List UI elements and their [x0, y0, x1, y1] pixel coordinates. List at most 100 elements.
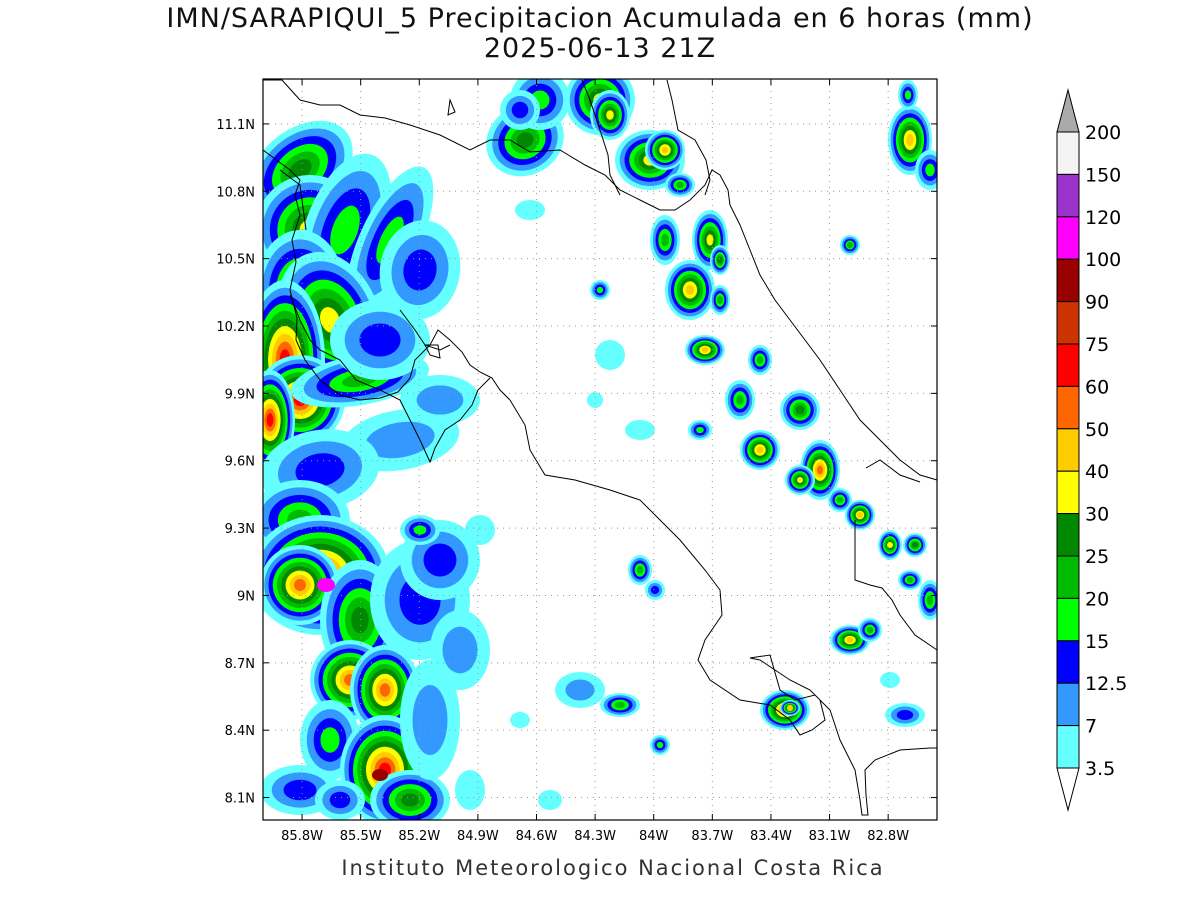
colorbar-legend: 200 150 120 100 90 75 60 50 40 30 25 20 15 12.5 7 3.5 [1056, 88, 1127, 812]
colorbar-label: 90 [1085, 292, 1109, 314]
precip-contour [836, 496, 844, 504]
precip-contour [847, 242, 853, 248]
precip-contour [511, 101, 529, 119]
colorbar-swatch [1056, 385, 1080, 430]
precip-contour [797, 477, 803, 483]
precip-contour [442, 626, 478, 674]
precip-contour [283, 779, 317, 801]
lat-tick-label: 11.1N [216, 118, 255, 133]
lat-tick-label: 10.2N [216, 320, 255, 335]
precip-contour [423, 543, 457, 577]
precip-contour [846, 637, 854, 643]
colorbar-label: 12.5 [1085, 673, 1127, 695]
precip-contour [372, 769, 388, 781]
precip-contour [565, 679, 595, 701]
colorbar-swatch [1056, 513, 1080, 557]
precip-contour [636, 566, 644, 574]
colorbar-swatch [1056, 640, 1080, 684]
colorbar-label: 120 [1085, 207, 1121, 229]
graticule-grid [263, 79, 937, 820]
precip-contour [906, 577, 914, 583]
precip-contour [756, 356, 764, 364]
colorbar-label: 60 [1085, 376, 1109, 398]
precip-contour [379, 683, 391, 697]
precip-contour [661, 146, 669, 154]
colorbar-swatch [1056, 725, 1080, 769]
colorbar-label: 3.5 [1085, 758, 1115, 780]
precip-contour [717, 256, 723, 264]
precip-contour [401, 793, 419, 807]
colorbar-swatch [1056, 301, 1080, 345]
colorbar-over-arrow [1056, 88, 1080, 133]
precip-contour [317, 578, 335, 592]
precip-contour [510, 712, 530, 728]
colorbar-swatch [1056, 555, 1080, 599]
precip-contour [294, 579, 306, 591]
precip-contour [756, 446, 764, 454]
precip-contour [676, 181, 684, 189]
precip-contour [365, 421, 435, 459]
precip-contour [866, 626, 874, 634]
precip-contour [696, 426, 704, 434]
colorbar-label: 75 [1085, 334, 1109, 356]
precip-contour [403, 249, 437, 291]
precip-contour [656, 741, 664, 749]
map-footer-credit: Instituto Meteorologico Nacional Costa R… [341, 856, 885, 880]
map-subtitle-datetime: 2025-06-13 21Z [483, 33, 717, 64]
precip-contour [359, 323, 401, 357]
lon-tick-label: 83.7W [691, 829, 733, 844]
lat-tick-label: 9.9N [225, 387, 255, 402]
colorbar-label: 25 [1085, 546, 1109, 568]
colorbar-label: 200 [1085, 122, 1121, 144]
precip-contour [538, 790, 562, 810]
precip-contour [906, 134, 914, 146]
colorbar-under-arrow [1056, 767, 1080, 812]
precip-contour [606, 110, 614, 120]
colorbar-label: 15 [1085, 631, 1109, 653]
precip-contour [717, 296, 723, 304]
colorbar-swatch [1056, 682, 1080, 727]
colorbar-label: 20 [1085, 588, 1109, 610]
precipitation-field [263, 79, 937, 820]
precip-contour [685, 285, 695, 295]
precip-contour [701, 347, 709, 353]
map-title: IMN/SARAPIQUI_5 Precipitacion Acumulada … [166, 3, 1034, 34]
precip-contour [329, 791, 351, 809]
lon-tick-label: 84.6W [516, 829, 558, 844]
lon-tick-label: 85.8W [281, 829, 323, 844]
lat-tick-label: 10.5N [216, 253, 255, 268]
colorbar-label: 30 [1085, 504, 1109, 526]
precip-contour [857, 512, 863, 518]
precip-contour [896, 710, 914, 720]
lat-tick-label: 9N [237, 589, 255, 604]
precip-contour [416, 385, 464, 415]
precip-contour [320, 727, 340, 753]
precip-contour [880, 672, 900, 688]
precip-contour [661, 233, 669, 247]
colorbar-swatch [1056, 216, 1080, 260]
precip-contour [787, 705, 793, 711]
precip-contour [412, 685, 448, 755]
colorbar-swatch [1056, 470, 1080, 515]
colorbar-label: 7 [1085, 716, 1097, 738]
colorbar-label: 150 [1085, 164, 1121, 186]
precip-contour [795, 405, 805, 415]
precip-contour [736, 394, 744, 406]
precip-contour [413, 525, 427, 535]
precip-contour [817, 465, 823, 475]
colorbar-swatch [1056, 597, 1080, 642]
precip-contour [887, 542, 893, 548]
precip-contour [925, 163, 935, 177]
lon-tick-label: 83.4W [750, 829, 792, 844]
precip-contour [465, 515, 495, 545]
lat-tick-label: 9.6N [225, 455, 255, 470]
lat-tick-label: 8.1N [225, 792, 255, 807]
precip-contour [295, 453, 345, 487]
axis-ticks: 11.1N 10.8N 10.5N 10.2N 9.9N 9.6N 9.3N 9N 8.7N 8.… [216, 79, 937, 844]
coastline-borders [262, 79, 938, 816]
colorbar-swatch [1056, 343, 1080, 387]
lon-tick-label: 84.3W [574, 829, 616, 844]
colorbar-label: 40 [1085, 461, 1109, 483]
plot-frame [262, 78, 938, 821]
